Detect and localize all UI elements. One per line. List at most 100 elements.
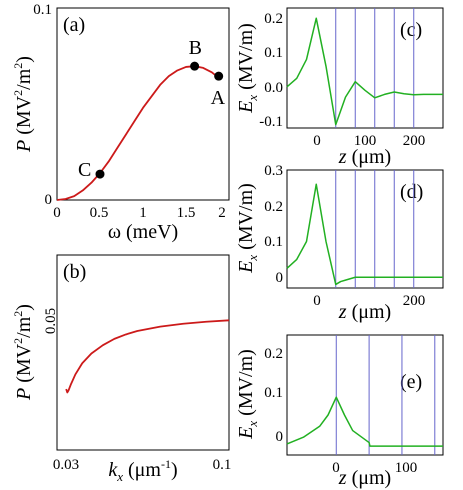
panel-d-ytick-3: 0.3 (264, 163, 283, 179)
panel-d-curve (286, 183, 443, 286)
panel-a-plot: C B A (56, 37, 226, 201)
panel-b-xlabel-sub: x (116, 469, 123, 484)
panel-c-xtick-1: 100 (354, 133, 377, 149)
panel-b-ylabel-end: ) (13, 304, 35, 311)
panel-c-xlabel: z (μm) (338, 146, 391, 168)
panel-c-frame (286, 7, 444, 129)
panel-e-plot (286, 335, 443, 455)
panel-b-frame (56, 254, 230, 451)
panel-d-plot (286, 170, 443, 288)
panel-e-xlabel-unit: (μm) (347, 467, 392, 489)
panel-b-xlabel-sup: -1 (161, 457, 171, 471)
panel-a-xtick-1: 0.5 (90, 205, 109, 221)
panel-e-ylabel-main: E (235, 427, 257, 440)
panel-b-ylabel-sup1: 2 (11, 338, 25, 344)
panel-d-ytick-0: 0 (276, 270, 284, 286)
panel-b-curve (65, 319, 230, 394)
panel-a-ylabel-tail: /m (13, 68, 35, 90)
panel-b-ylabel-main: P (13, 388, 35, 401)
panel-a-xtick-0: 0 (53, 205, 61, 221)
panel-a-point-C (95, 169, 105, 179)
panel-c-xtick-2: 200 (403, 133, 426, 149)
panel-b-xlabel-unit: (μm (123, 459, 161, 481)
panel-c-ytick-2: 0.1 (264, 45, 283, 61)
panel-b-ylabel-tail: /m (13, 316, 35, 338)
panel-a-xtick-3: 1.5 (177, 205, 196, 221)
panel-e-curve (286, 396, 443, 447)
panel-e-ylabel-unit: (MV/m) (235, 349, 257, 421)
panel-c-xlabel-unit: (μm) (347, 146, 392, 168)
panel-a-ylabel-sup1: 2 (11, 90, 25, 96)
panel-a-point-label-B: B (189, 37, 202, 59)
panel-d-xlabel: z (μm) (338, 301, 391, 323)
panel-d-xlabel-unit: (μm) (347, 301, 392, 323)
panel-b-xlabel-main: k (108, 459, 118, 481)
panel-c-xlabel-main: z (338, 146, 347, 168)
panel-d-xlabel-main: z (338, 301, 347, 323)
panel-b-xlabel-end: ) (171, 459, 178, 481)
panel-e-xtick-1: 100 (395, 460, 418, 476)
panel-a-xtick-4: 2 (218, 205, 226, 221)
panel-c: (c) -0.1 0.0 0.1 0.2 0 100 200 z (μm) Ex… (235, 7, 444, 168)
panel-b-xtick-1: 0.1 (213, 457, 232, 473)
panel-c-ylabel-unit: (MV/m) (235, 23, 257, 95)
panel-e-ytick-2: 0.2 (264, 346, 283, 362)
panel-e-xlabel: z (μm) (338, 467, 391, 489)
panel-b-xlabel: kx (μm-1) (108, 457, 177, 484)
panel-e-ylabel-sub: x (245, 421, 260, 428)
panel-d-ytick-1: 0.1 (264, 234, 283, 250)
panel-d-xtick-1: 200 (403, 293, 426, 309)
panel-b-ytick-0: 0.05 (43, 308, 59, 334)
panel-d-frame (286, 169, 444, 289)
panel-c-plot (286, 8, 443, 128)
panel-e-tag: (e) (400, 371, 422, 393)
panel-e: (e) 0 0.1 0.2 0 100 z (μm) Ex (MV/m) (235, 334, 444, 489)
panel-a-ylabel-main: P (13, 140, 35, 153)
panel-c-ylabel-main: E (235, 101, 257, 114)
panel-e-xlabel-main: z (338, 467, 347, 489)
panel-e-ylabel: Ex (MV/m) (235, 349, 260, 440)
panel-c-tag: (c) (400, 19, 422, 41)
panel-d-ylabel-unit: (MV/m) (235, 183, 257, 255)
panel-a-frame (56, 7, 230, 201)
panel-a-tag: (a) (63, 14, 85, 36)
panel-a-point-A (214, 71, 224, 81)
panel-a-point-label-A: A (211, 87, 226, 109)
panel-a-point-label-C: C (78, 159, 91, 181)
panel-c-ytick-0: -0.1 (259, 114, 283, 130)
panel-c-ylabel-sub: x (245, 95, 260, 102)
panel-b-ylabel-unit: (MV (13, 343, 35, 382)
panel-a: (a) 0 0.1 0 0.5 1 1.5 2 ω (meV) P (MV2/m… (11, 2, 230, 243)
panel-a-ytick-1: 0.1 (33, 2, 52, 18)
panel-a-ylabel-end: ) (13, 56, 35, 63)
panel-d-ylabel-sub: x (245, 255, 260, 262)
panel-a-ylabel: P (MV2/m2) (11, 56, 35, 153)
panel-c-curve (286, 17, 443, 126)
panel-d: (d) 0 0.1 0.2 0.3 0 200 z (μm) Ex (MV/m) (235, 163, 444, 323)
panel-d-tag: (d) (400, 181, 423, 203)
panel-a-ytick-0: 0 (45, 192, 53, 208)
panel-a-xlabel: ω (meV) (108, 221, 178, 243)
panel-a-ylabel-unit: (MV (13, 95, 35, 134)
panel-c-ylabel: Ex (MV/m) (235, 23, 260, 114)
panel-e-frame (286, 334, 444, 456)
panel-d-ylabel-main: E (235, 261, 257, 274)
panel-b-tag: (b) (63, 261, 86, 283)
panel-e-ytick-0: 0 (276, 429, 284, 445)
panel-b-xtick-0: 0.03 (53, 457, 79, 473)
panel-a-xtick-2: 1 (139, 205, 147, 221)
panel-b: (b) 0.05 0.03 0.1 kx (μm-1) P (MV2/m2) (11, 254, 232, 484)
panel-c-ytick-1: 0.0 (264, 80, 283, 96)
panel-d-ylabel: Ex (MV/m) (235, 183, 260, 274)
panel-b-ylabel-sup2: 2 (11, 311, 25, 317)
panel-e-xtick-0: 0 (332, 460, 340, 476)
panel-c-xtick-0: 0 (313, 133, 321, 149)
panel-a-ylabel-sup2: 2 (11, 63, 25, 69)
panel-b-plot (65, 319, 230, 394)
panel-d-ytick-2: 0.2 (264, 199, 283, 215)
panel-e-ytick-1: 0.1 (264, 385, 283, 401)
panel-d-xtick-0: 0 (313, 293, 321, 309)
panel-c-ytick-3: 0.2 (264, 11, 283, 27)
panel-a-point-B (190, 61, 200, 71)
